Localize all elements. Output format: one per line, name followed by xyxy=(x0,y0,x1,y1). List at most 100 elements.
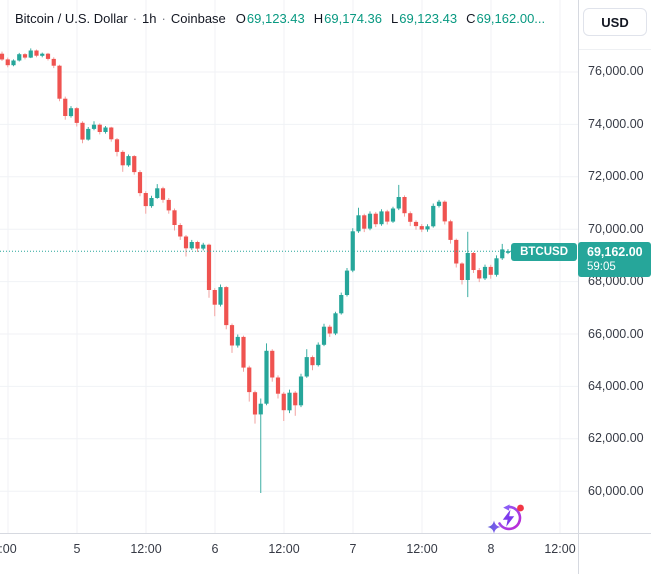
high-value: H69,174.36 xyxy=(313,11,382,26)
last-price-symbol-badge: BTCUSD xyxy=(511,243,577,261)
time-axis[interactable]: :00 5 12:00 6 12:00 7 12:00 8 12:00 xyxy=(0,534,578,574)
time-label: 7 xyxy=(349,542,357,556)
candle-body xyxy=(396,197,401,209)
candlestick-chart xyxy=(0,0,578,533)
candle-body xyxy=(465,253,470,280)
candle-body xyxy=(17,54,22,61)
candle-body xyxy=(367,213,373,229)
candle-body xyxy=(505,251,511,253)
candle-body xyxy=(431,205,436,227)
candle-body xyxy=(40,53,45,56)
current-price-axis-badge: 69,162.00 59:05 xyxy=(578,242,651,277)
price-axis-header xyxy=(579,0,651,50)
price-label: 74,000.00 xyxy=(588,117,644,131)
time-label: :00 xyxy=(0,542,17,556)
time-label: 12:00 xyxy=(406,542,438,556)
currency-label: USD xyxy=(601,14,629,30)
candle-body xyxy=(183,236,189,249)
candle-body xyxy=(281,393,286,411)
candle-body xyxy=(166,199,171,211)
candle-body xyxy=(195,242,200,249)
candle-body xyxy=(160,188,166,200)
price-label: 72,000.00 xyxy=(588,169,644,183)
candle-body xyxy=(57,65,62,99)
candle-body xyxy=(339,295,344,314)
candle-body xyxy=(120,151,125,166)
candle-body xyxy=(149,198,154,207)
legend-separator: · xyxy=(132,11,138,26)
candle-body xyxy=(379,211,384,225)
time-label: 5 xyxy=(73,542,81,556)
open-value: O69,123.43 xyxy=(235,11,305,26)
flash-icon xyxy=(487,504,524,533)
candle-body xyxy=(362,215,367,229)
legend-separator: · xyxy=(161,11,166,26)
time-label: 12:00 xyxy=(544,542,576,556)
candle-body xyxy=(471,253,476,270)
price-label: 76,000.00 xyxy=(588,64,644,78)
candle-body xyxy=(206,244,212,290)
candle-body xyxy=(500,249,505,259)
time-label: 6 xyxy=(211,542,219,556)
candle-body xyxy=(373,213,378,225)
sparkle-star xyxy=(487,520,501,533)
ohlc-values: O69,123.43 H69,174.36 L69,123.43 C69,162… xyxy=(236,11,554,27)
candle-body xyxy=(114,139,120,152)
candle-body xyxy=(172,210,177,225)
low-value: L69,123.43 xyxy=(391,11,458,26)
candle-body xyxy=(143,193,148,207)
candle-body xyxy=(178,225,183,237)
candle-body xyxy=(304,357,309,377)
candle-body xyxy=(34,50,39,56)
lightning-bolt xyxy=(502,509,515,527)
price-label: 64,000.00 xyxy=(588,379,644,393)
time-label: 12:00 xyxy=(268,542,300,556)
candle-body xyxy=(229,325,235,346)
candle-body xyxy=(247,367,252,393)
candle-body xyxy=(270,350,275,378)
price-axis-separator xyxy=(578,0,579,574)
candle-body xyxy=(137,172,143,194)
price-axis[interactable]: USD 76,000.00 74,000.00 72,000.00 70,000.00… xyxy=(578,0,651,574)
candle-body xyxy=(419,226,424,230)
candle-body xyxy=(448,221,453,240)
candle-body xyxy=(385,211,390,222)
candle-body xyxy=(218,287,223,305)
chart-pane[interactable]: Bitcoin / U.S. Dollar · 1h · Coinbase O6… xyxy=(0,0,578,533)
candle-body xyxy=(0,53,5,60)
candle-body xyxy=(189,242,194,249)
flash-promo-button[interactable] xyxy=(487,501,529,533)
candle-body xyxy=(321,326,327,345)
candle-body xyxy=(97,124,102,132)
candle-body xyxy=(51,58,56,66)
candle-body xyxy=(109,127,114,140)
candle-body xyxy=(477,270,482,279)
candle-body xyxy=(344,270,350,295)
candle-body xyxy=(275,377,281,394)
candle-body xyxy=(80,122,85,140)
candle-body xyxy=(91,124,97,129)
chart-legend[interactable]: Bitcoin / U.S. Dollar · 1h · Coinbase O6… xyxy=(15,11,554,27)
candle-body xyxy=(298,376,304,406)
candle-body xyxy=(408,213,413,222)
candle-body xyxy=(11,60,16,66)
candle-body xyxy=(287,392,292,411)
candle-body xyxy=(264,350,269,404)
candle-body xyxy=(436,201,442,206)
symbol-title: Bitcoin / U.S. Dollar xyxy=(15,11,128,26)
candle-body xyxy=(494,258,499,275)
candle-body xyxy=(252,392,258,415)
candle-body xyxy=(132,156,137,173)
price-label: 70,000.00 xyxy=(588,222,644,236)
candle-body xyxy=(68,108,74,117)
interval-label: 1h xyxy=(142,11,157,26)
candle-body xyxy=(316,344,321,366)
candle-body xyxy=(310,357,315,366)
candle-body xyxy=(258,403,263,415)
symbol-badge-text: BTCUSD xyxy=(520,246,568,258)
candle-body xyxy=(459,263,465,280)
currency-toggle-button[interactable]: USD xyxy=(583,8,647,36)
bar-countdown: 59:05 xyxy=(587,261,616,273)
candle-body xyxy=(235,336,240,346)
